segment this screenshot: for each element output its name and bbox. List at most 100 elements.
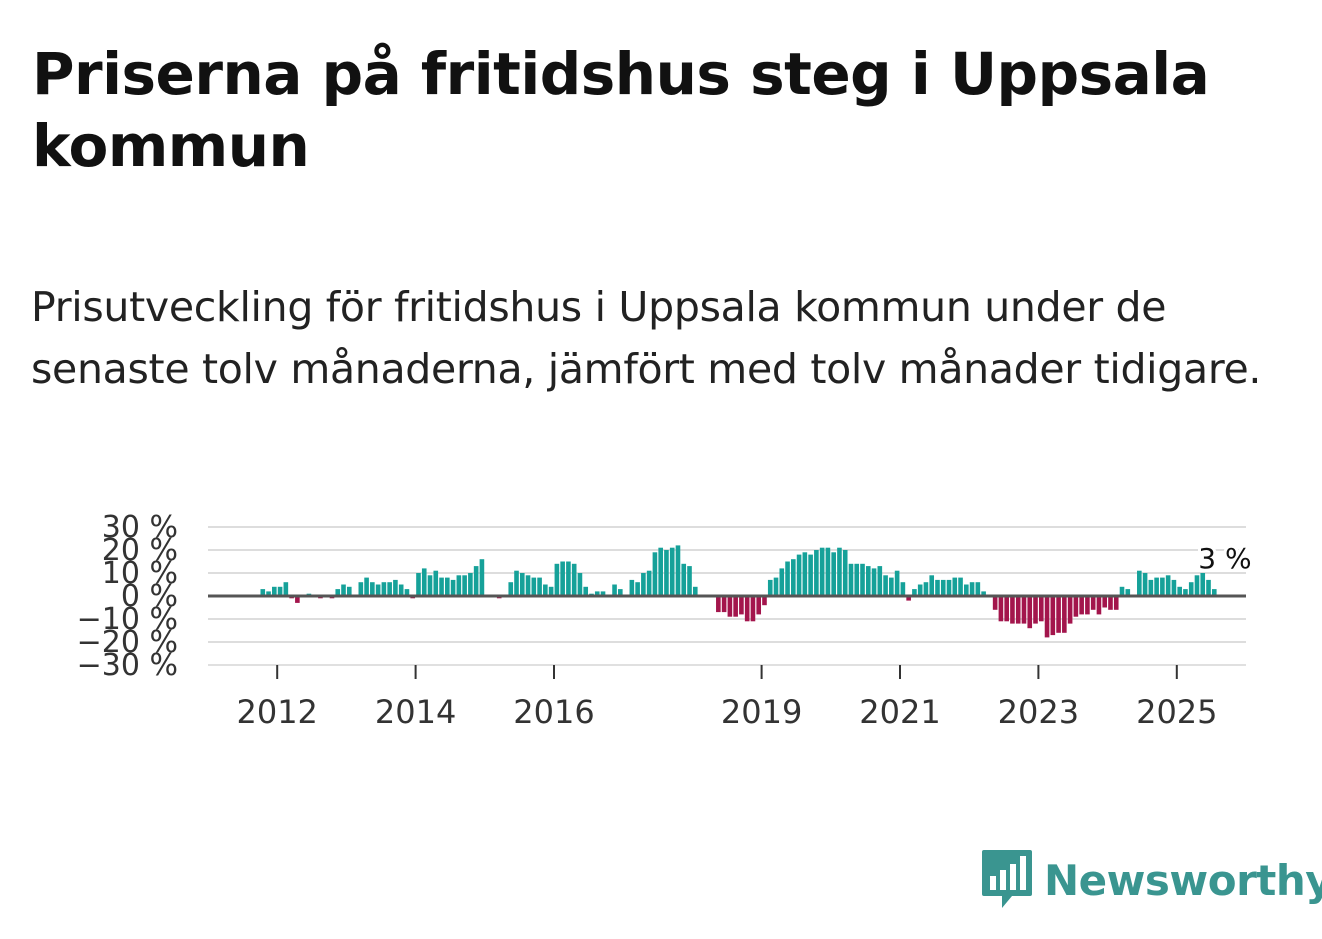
bar (393, 579, 398, 596)
bar (664, 550, 669, 596)
bar (427, 575, 433, 596)
bar (1200, 573, 1206, 596)
bar (421, 568, 427, 596)
bar (381, 582, 387, 596)
bar (842, 550, 848, 596)
bar (295, 596, 300, 603)
bar (791, 559, 796, 596)
bar (283, 582, 289, 596)
bar (1044, 596, 1050, 638)
bar (825, 547, 831, 596)
bar (906, 596, 911, 601)
bar (1119, 586, 1125, 596)
bar (1206, 579, 1211, 596)
bar (992, 596, 998, 610)
bar (531, 577, 537, 596)
bar (398, 584, 404, 596)
bar (537, 577, 542, 596)
bar (635, 582, 640, 596)
x-tick-label: 2012 (236, 693, 317, 731)
bar (618, 589, 623, 596)
bar (877, 566, 883, 596)
bar (462, 575, 467, 596)
x-tick-label: 2014 (375, 693, 456, 731)
bar (646, 570, 652, 596)
bar (687, 566, 692, 596)
bar (346, 586, 352, 596)
bar (1102, 596, 1108, 608)
bar (473, 566, 479, 596)
bar (1171, 579, 1177, 596)
bar (1085, 596, 1090, 615)
bar (796, 554, 802, 596)
bar (762, 596, 767, 606)
bar (675, 545, 681, 596)
bar (756, 596, 762, 615)
bar (1177, 586, 1182, 596)
bar (739, 596, 744, 615)
value-annotation: 3 % (1198, 542, 1251, 575)
bar (433, 570, 439, 596)
x-tick-label: 2016 (513, 693, 594, 731)
bar (1010, 596, 1015, 624)
bar (952, 577, 958, 596)
bar (935, 579, 940, 596)
bar (1021, 596, 1027, 624)
bar (785, 561, 790, 596)
bar (1033, 596, 1038, 624)
bar (358, 582, 364, 596)
bar (1148, 579, 1154, 596)
bar (998, 596, 1004, 622)
bar (923, 582, 929, 596)
bar (814, 550, 819, 596)
bar (831, 552, 836, 596)
bar (652, 552, 658, 596)
bar (543, 584, 548, 596)
y-tick-label: 0 % (121, 579, 178, 614)
bar (1165, 575, 1171, 596)
bar (658, 547, 663, 596)
bar (1160, 577, 1165, 596)
bar (1067, 596, 1073, 624)
bar (468, 573, 473, 596)
bar (479, 559, 485, 596)
y-tick-label: −30 % (77, 648, 178, 683)
bar (860, 563, 865, 596)
bar (1027, 596, 1033, 629)
bar (548, 586, 554, 596)
bar (387, 582, 392, 596)
bar (848, 563, 854, 596)
y-tick-label: −10 % (77, 602, 178, 637)
bar (865, 566, 871, 596)
bar (779, 568, 785, 596)
bar (1004, 596, 1009, 622)
bar (629, 579, 635, 596)
bar (583, 586, 589, 596)
y-tick-label: −20 % (77, 625, 178, 660)
x-tick-label: 2021 (859, 693, 940, 731)
bar (1108, 596, 1113, 610)
bar (854, 563, 860, 596)
newsworthy-logo[interactable]: Newsworthy (980, 848, 1322, 912)
bar (716, 596, 721, 613)
bar (917, 584, 923, 596)
x-tick-label: 2023 (998, 693, 1079, 731)
grid-lines (208, 526, 1246, 666)
bar (370, 582, 375, 596)
x-tick-label: 2019 (721, 693, 802, 731)
bar (375, 584, 381, 596)
bar (577, 573, 583, 596)
bar (554, 563, 560, 596)
bar (1015, 596, 1021, 624)
chart-title: Priserna på fritidshus steg i Uppsala ko… (32, 40, 1210, 180)
bar (837, 547, 842, 596)
bar (1113, 596, 1119, 610)
bar (641, 573, 646, 596)
bar (260, 589, 266, 596)
bar (1137, 570, 1142, 596)
bar (727, 596, 733, 617)
bar (1188, 582, 1194, 596)
bar (802, 552, 808, 596)
bar (964, 584, 969, 596)
bar (594, 591, 600, 596)
